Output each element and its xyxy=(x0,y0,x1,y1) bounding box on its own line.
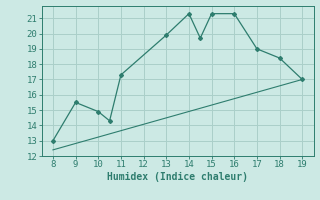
X-axis label: Humidex (Indice chaleur): Humidex (Indice chaleur) xyxy=(107,172,248,182)
